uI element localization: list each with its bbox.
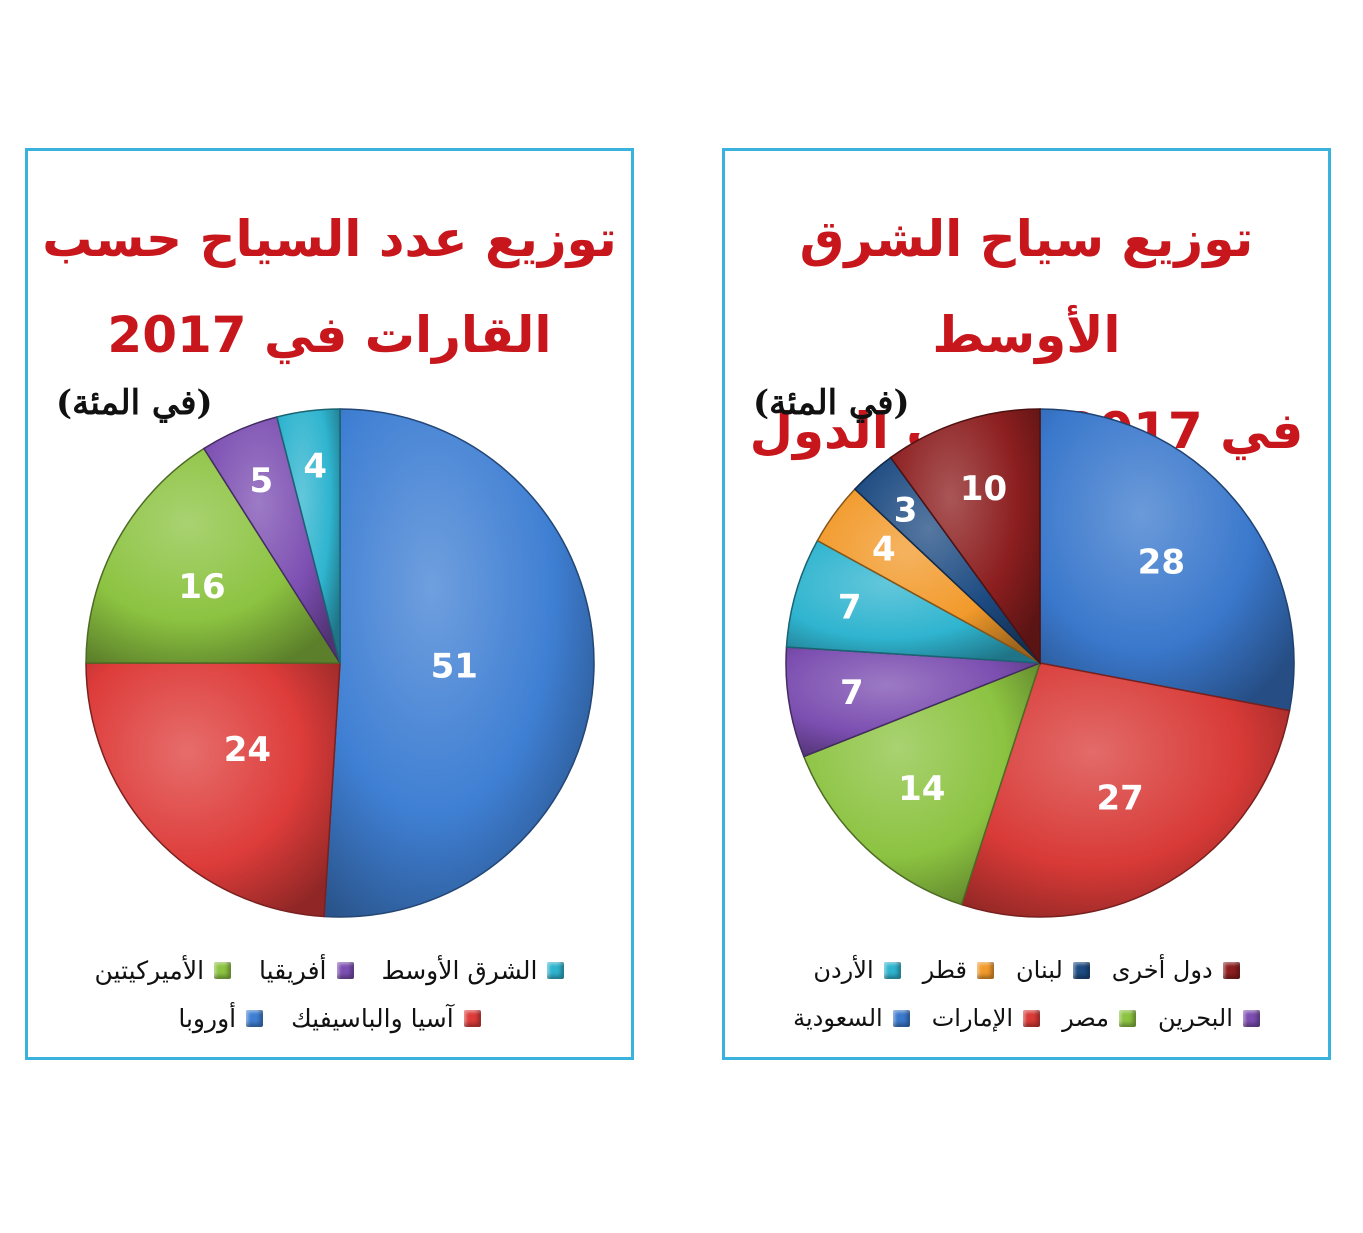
unit-label: (في المئة) [753,383,910,423]
chart-title: توزيع عدد السياح حسب القارات في 2017 [28,191,631,383]
unit-label: (في المئة) [56,383,213,423]
chart-legend: دول أخرى لبنان قطر الأردن البحرين مصر الإمارات… [725,946,1328,1042]
legend-swatch [1242,1009,1260,1027]
chart-legend: الشرق الأوسط أفريقيا الأميركيتين آسيا والبا… [28,946,631,1042]
chart-title-line1: توزيع سياح الشرق الأوسط [799,210,1254,364]
legend-label: السعودية [793,1004,883,1032]
legend-row: البحرين مصر الإمارات السعودية [725,994,1328,1042]
legend-swatch [1023,1009,1041,1027]
legend-swatch [892,1009,910,1027]
legend-label: البحرين [1158,1004,1233,1032]
legend-label: لبنان [1016,956,1063,984]
legend-row: آسيا والباسيفيك أوروبا [28,994,631,1042]
slice-value-label: 28 [1138,543,1185,583]
legend-item: الأميركيتين [95,956,232,985]
legend-row: دول أخرى لبنان قطر الأردن [725,946,1328,994]
legend-swatch [336,961,354,979]
chart-title-line2: القارات في 2017 [107,306,552,364]
pie-slice [275,408,341,664]
slice-value-label: 3 [894,491,918,531]
pie-slice [802,661,1042,906]
legend-item: لبنان [1016,956,1090,984]
chart-title-line1: توزيع عدد السياح حسب [42,210,617,268]
legend-label: الشرق الأوسط [381,955,538,985]
slice-value-label: 4 [872,530,896,570]
legend-swatch [547,961,565,979]
legend-label: الأميركيتين [94,955,205,985]
slice-value-label: 14 [898,769,945,809]
legend-swatch [463,1009,481,1027]
legend-label: دول أخرى [1111,956,1213,984]
slice-value-label: 51 [431,647,478,687]
legend-swatch [883,961,901,979]
legend-swatch [246,1009,264,1027]
pie-slice [85,447,342,664]
legend-item: مصر [1062,1004,1136,1032]
legend-item: البحرين [1158,1004,1260,1032]
pie-slice [85,662,341,918]
legend-item: أفريقيا [259,955,354,985]
pie-slice [323,408,595,918]
legend-item: قطر [922,956,995,984]
slice-value-label: 7 [838,588,862,628]
legend-item: الإمارات [931,1004,1041,1032]
legend-swatch [1072,961,1090,979]
slice-value-label: 16 [178,567,225,607]
legend-swatch [1222,961,1240,979]
slice-value-label: 27 [1096,779,1143,819]
slice-value-label: 5 [249,461,273,501]
legend-item: الأردن [813,956,901,984]
pie-slice [785,646,1041,758]
legend-row: الشرق الأوسط أفريقيا الأميركيتين [28,946,631,994]
slice-value-label: 24 [224,730,271,770]
middle-east-chart-panel: توزيع سياح الشرق الأوسط في 2017 حسب الدو… [722,148,1331,1060]
legend-item: دول أخرى [1112,956,1240,984]
pie-slice [1039,408,1295,712]
legend-item: الشرق الأوسط [382,956,565,985]
slice-value-label: 4 [303,446,327,486]
continents-chart-panel: توزيع عدد السياح حسب القارات في 2017 (في… [25,148,634,1060]
legend-item: أوروبا [178,1003,264,1033]
pie-slice [785,539,1041,664]
legend-label: الإمارات [931,1004,1014,1032]
legend-label: قطر [922,956,968,984]
legend-label: أوروبا [178,1003,237,1033]
legend-label: آسيا والباسيفيك [291,1003,454,1033]
slice-value-label: 7 [840,673,864,713]
legend-swatch [214,961,232,979]
legend-label: الأردن [813,956,874,984]
legend-swatch [977,961,995,979]
legend-item: السعودية [793,1004,910,1032]
legend-label: مصر [1062,1004,1109,1032]
legend-swatch [1119,1009,1136,1027]
slice-value-label: 10 [960,469,1007,509]
legend-label: أفريقيا [259,955,327,985]
legend-item: آسيا والباسيفيك [291,1004,481,1033]
pie-chart: 51 24 16 5 4 [85,408,595,918]
pie-slice [960,662,1291,918]
pie-slice [889,408,1041,666]
